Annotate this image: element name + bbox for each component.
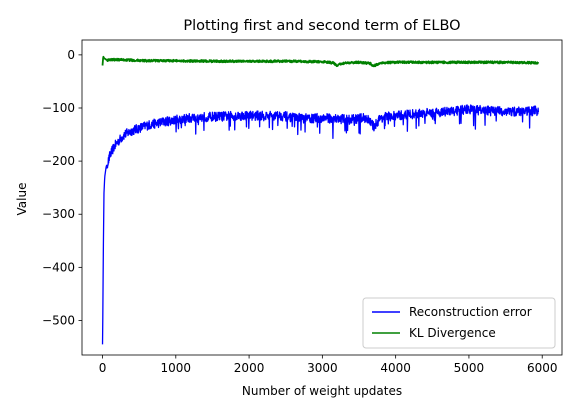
y-tick-label: −400: [42, 260, 75, 274]
legend-label: Reconstruction error: [409, 305, 532, 319]
y-tick-label: −500: [42, 313, 75, 327]
series-line-reconstruction-error: [101, 104, 540, 345]
y-tick-label: 0: [67, 48, 75, 62]
y-axis-label: Value: [15, 183, 29, 216]
legend: Reconstruction error KL Divergence: [362, 297, 556, 349]
y-tick-label: −300: [42, 207, 75, 221]
chart-title: Plotting first and second term of ELBO: [183, 18, 460, 34]
x-tick-label: 0: [99, 361, 107, 375]
x-axis-label: Number of weight updates: [242, 384, 402, 398]
x-tick-label: 1000: [161, 361, 192, 375]
y-tick-label: −200: [42, 154, 75, 168]
legend-label: KL Divergence: [409, 326, 496, 340]
x-tick-label: 5000: [454, 361, 485, 375]
legend-box: [362, 297, 556, 349]
x-tick-label: 4000: [380, 361, 411, 375]
x-tick-label: 2000: [234, 361, 265, 375]
series-line-kl-divergence: [101, 55, 540, 68]
y-tick-label: −100: [42, 101, 75, 115]
x-tick-label: 3000: [307, 361, 338, 375]
y-axis-ticks: 0 −100 −200 −300 −400 −500: [42, 48, 82, 327]
x-axis-ticks: 0 1000 2000 3000 4000 5000 6000: [99, 355, 558, 375]
x-tick-label: 6000: [527, 361, 558, 375]
